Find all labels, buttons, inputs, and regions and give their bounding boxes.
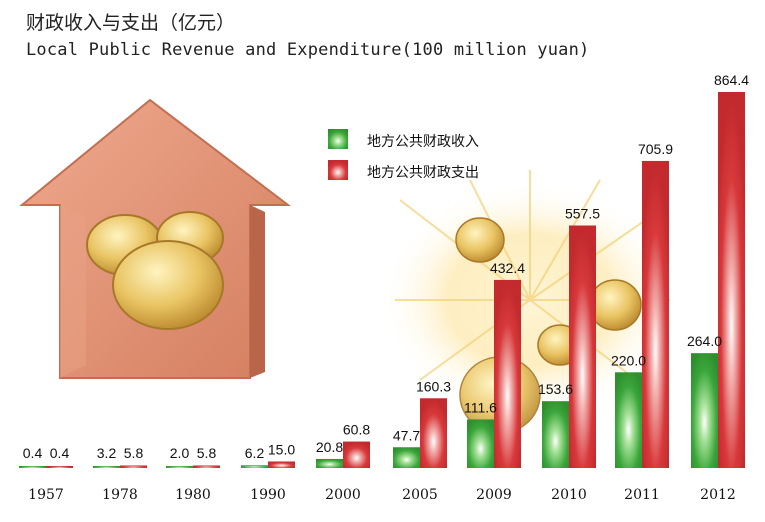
- bar-expenditure-2005: [420, 398, 447, 468]
- bar-revenue-1990: [241, 465, 268, 468]
- bar-expenditure-2012: [718, 92, 745, 468]
- bar-expenditure-2000: [343, 441, 370, 468]
- bar-revenue-2000: [316, 458, 343, 468]
- category-label-2010: 2010: [551, 487, 587, 503]
- bar-revenue-1957: [19, 466, 46, 468]
- value-label-revenue-1980: 2.0: [170, 445, 190, 461]
- bar-expenditure-1957: [46, 466, 73, 468]
- value-label-expenditure-1957: 0.4: [50, 445, 70, 461]
- bar-expenditure-2011: [642, 160, 669, 468]
- bar-revenue-2005: [393, 447, 420, 468]
- bar-expenditure-1990: [268, 461, 295, 468]
- value-label-expenditure-1978: 5.8: [124, 445, 144, 461]
- arrow-coins-illustration: [19, 98, 291, 379]
- value-label-revenue-1957: 0.4: [23, 445, 43, 461]
- value-label-revenue-1978: 3.2: [97, 445, 117, 461]
- category-label-1978: 1978: [102, 487, 138, 503]
- bar-revenue-1978: [93, 466, 120, 468]
- value-label-revenue-2012: 264.0: [687, 333, 722, 349]
- bar-revenue-2010: [542, 401, 569, 468]
- category-label-2005: 2005: [402, 487, 438, 503]
- category-label-1957: 1957: [28, 487, 64, 503]
- value-label-expenditure-1990: 15.0: [268, 441, 295, 457]
- chart-title-chinese: 财政收入与支出（亿元）: [26, 12, 236, 34]
- value-label-expenditure-2010: 557.5: [565, 205, 600, 221]
- value-label-expenditure-2000: 60.8: [343, 422, 370, 438]
- chart-title-english: Local Public Revenue and Expenditure(100…: [26, 40, 590, 60]
- legend-swatch-expenditure: [328, 160, 348, 180]
- category-label-1990: 1990: [250, 487, 286, 503]
- value-label-expenditure-2009: 432.4: [490, 260, 525, 276]
- value-label-expenditure-1980: 5.8: [197, 445, 217, 461]
- value-label-revenue-2010: 153.6: [538, 381, 573, 397]
- value-label-revenue-2009: 111.6: [464, 399, 497, 415]
- bar-expenditure-1978: [120, 465, 147, 468]
- category-label-1980: 1980: [175, 487, 211, 503]
- bar-expenditure-2010: [569, 225, 596, 468]
- legend-swatch-revenue: [328, 129, 348, 149]
- bar-revenue-2012: [691, 353, 718, 468]
- value-label-expenditure-2012: 864.4: [714, 72, 749, 88]
- category-label-2012: 2012: [700, 487, 736, 503]
- legend: 地方公共财政收入 地方公共财政支出: [328, 129, 479, 181]
- category-label-2011: 2011: [624, 487, 660, 503]
- bar-expenditure-2009: [494, 279, 521, 468]
- category-labels-group: 1957 1978 1980 1990 2000 2005 2009 2010 2011 2012: [28, 487, 736, 503]
- bar-revenue-2009: [467, 419, 494, 468]
- category-label-2000: 2000: [325, 487, 361, 503]
- bars-group: [19, 92, 745, 468]
- bar-revenue-1980: [166, 466, 193, 468]
- value-label-revenue-2005: 47.7: [393, 427, 420, 443]
- legend-label-revenue: 地方公共财政收入: [367, 134, 479, 150]
- legend-label-expenditure: 地方公共财政支出: [367, 165, 479, 181]
- category-label-2009: 2009: [476, 487, 512, 503]
- bar-expenditure-1980: [193, 465, 220, 468]
- value-label-revenue-2011: 220.0: [611, 352, 646, 368]
- bar-revenue-2011: [615, 372, 642, 468]
- value-label-revenue-2000: 20.8: [316, 439, 343, 455]
- value-label-expenditure-2011: 705.9: [638, 141, 673, 157]
- value-label-revenue-1990: 6.2: [245, 445, 265, 461]
- value-label-expenditure-2005: 160.3: [416, 378, 451, 394]
- value-labels-group: 0.4 0.4 3.2 5.8 2.0 5.8 6.2 15.0 20.860.8 47.7 160…: [23, 72, 749, 461]
